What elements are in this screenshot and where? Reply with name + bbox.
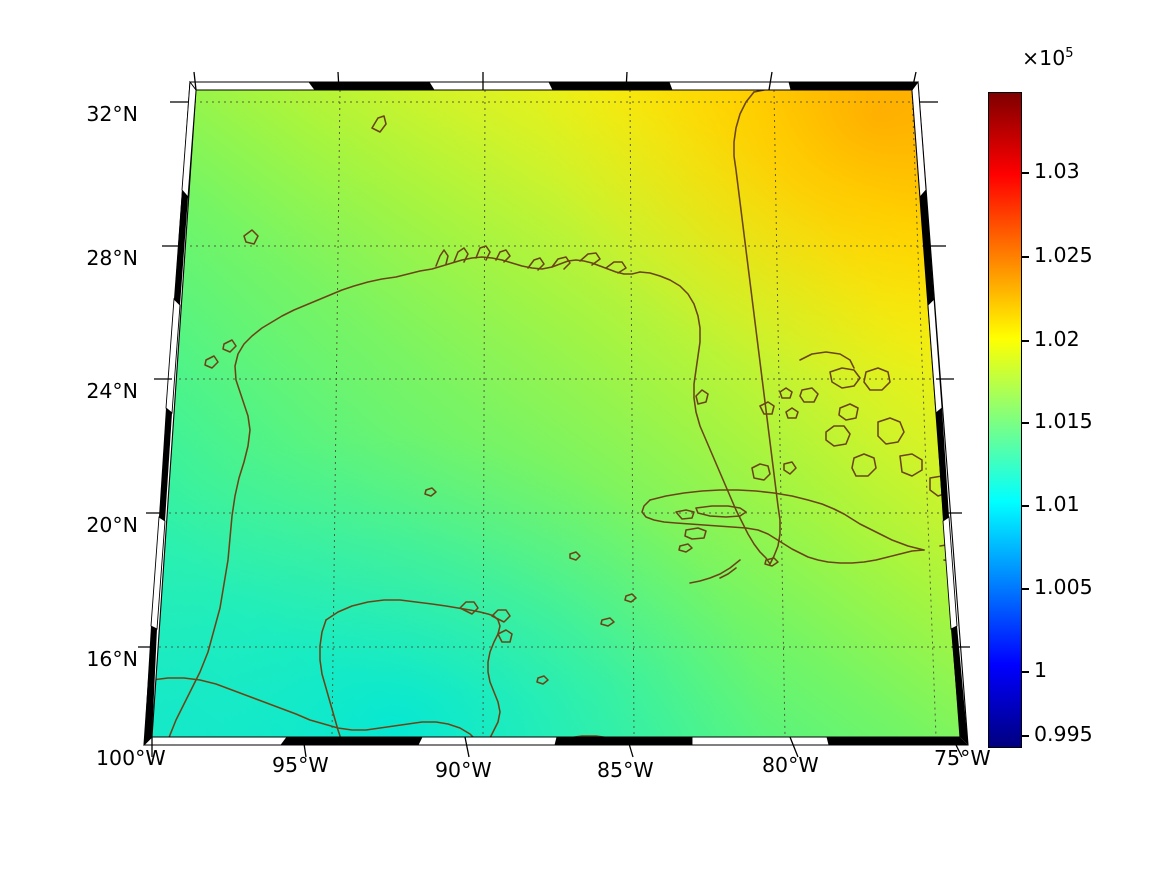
colorbar-tick-label-1: 1.025 [1034, 243, 1093, 267]
map-svg [138, 71, 970, 758]
colorbar-tick-1 [1022, 256, 1029, 258]
colorbar-tick-7 [1022, 735, 1029, 737]
colorbar-tick-6 [1022, 671, 1029, 673]
lon-tick-label-2: 90°W [435, 758, 492, 782]
colorbar-tick-label-4: 1.01 [1034, 492, 1080, 516]
lat-tick-label-0: 32°N [86, 102, 138, 126]
lat-tick-label-3: 20°N [86, 513, 138, 537]
colorbar-tick-4 [1022, 505, 1029, 507]
colorbar-tick-label-3: 1.015 [1034, 409, 1093, 433]
map-frame [138, 71, 970, 758]
lon-tick-label-4: 80°W [762, 753, 819, 777]
map-axes[interactable] [138, 60, 980, 760]
colorbar-tick-3 [1022, 422, 1029, 424]
pressure-field [152, 90, 960, 737]
colorbar-tick-0 [1022, 172, 1029, 174]
graticule [153, 90, 960, 737]
lon-tick-label-0: 100°W [96, 746, 166, 770]
colorbar[interactable]: 1.03 1.025 1.02 1.015 1.01 1.005 1 0.995 [988, 92, 1167, 792]
colorbar-tick-label-0: 1.03 [1034, 159, 1080, 183]
lon-tick-label-5: 75°W [934, 746, 991, 770]
lat-tick-label-4: 16°N [86, 647, 138, 671]
lon-tick-label-3: 85°W [597, 758, 654, 782]
colorbar-tick-label-7: 0.995 [1034, 722, 1093, 746]
colorbar-tick-label-2: 1.02 [1034, 327, 1080, 351]
colorbar-tick-2 [1022, 340, 1029, 342]
colorbar-tick-5 [1022, 588, 1029, 590]
colorbar-exponent-label: ×105 [1022, 46, 1074, 70]
colorbar-gradient[interactable] [988, 92, 1022, 748]
colorbar-tick-label-6: 1 [1034, 658, 1048, 682]
colorbar-exponent-power: 5 [1065, 46, 1074, 62]
lat-tick-label-1: 28°N [86, 246, 138, 270]
lat-tick-label-2: 24°N [86, 379, 138, 403]
lon-tick-label-1: 95°W [272, 753, 329, 777]
colorbar-exponent-text: ×10 [1022, 46, 1066, 70]
colorbar-tick-label-5: 1.005 [1034, 575, 1093, 599]
coastlines [152, 90, 960, 737]
